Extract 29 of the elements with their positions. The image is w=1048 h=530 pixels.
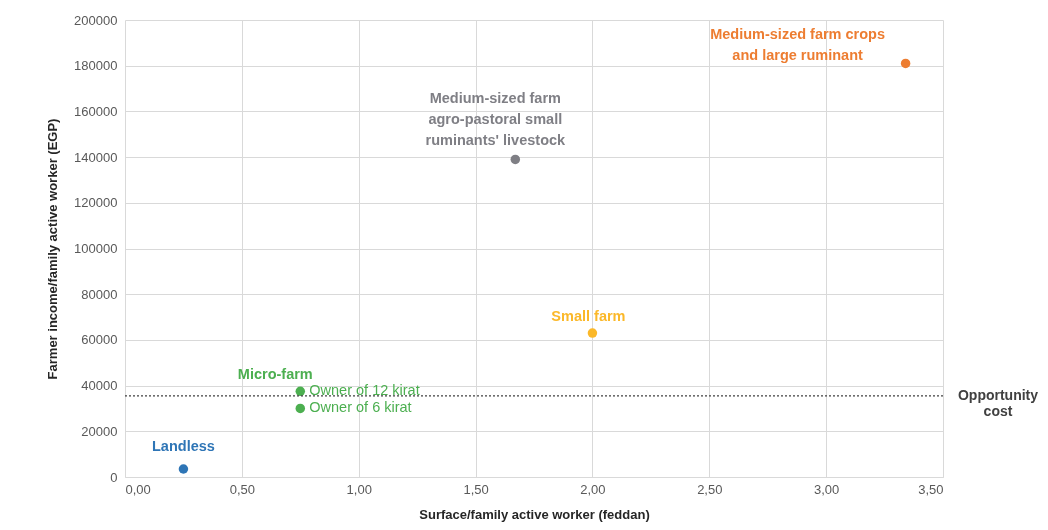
y-tick-label: 40000: [81, 378, 118, 394]
x-tick-label: 0,50: [229, 481, 256, 497]
x-tick-label: 3,00: [813, 481, 840, 497]
data-label: Owner of 12 kirat: [309, 382, 420, 399]
data-label: Owner of 6 kirat: [309, 399, 412, 416]
x-tick-label: 1,50: [463, 481, 489, 497]
y-axis-title: Farmer income/family active worker (EGP): [45, 118, 61, 380]
y-tick-label: 0: [110, 469, 118, 485]
y-tick-label: 60000: [81, 332, 118, 348]
y-tick-label: 140000: [74, 149, 118, 165]
series-label: Medium-sized farm crops and large ruminant: [710, 26, 886, 64]
y-tick-label: 80000: [81, 286, 118, 302]
y-tick-label: 100000: [74, 241, 118, 256]
x-tick-label: 2,00: [580, 481, 606, 497]
x-tick-label: 1,00: [346, 481, 372, 497]
x-axis-title: Surface/family active worker (feddan): [419, 506, 650, 522]
y-tick-label: 20000: [81, 423, 118, 439]
series-label: Micro-farm: [237, 366, 313, 383]
y-tick-label: 180000: [74, 58, 118, 74]
x-tick-label: 2,50: [697, 481, 723, 497]
series-label: Landless: [152, 438, 215, 454]
x-tick-label: 0,00: [125, 481, 151, 497]
y-tick-label: 120000: [74, 195, 118, 211]
ref-line-label: Opportunity cost: [957, 386, 1039, 419]
x-tick-label: 3,50: [918, 481, 944, 497]
y-tick-label: 200000: [74, 12, 118, 28]
series-label: Small farm: [551, 308, 626, 325]
y-tick-label: 160000: [74, 103, 118, 119]
text: Medium-sized farm agro-pastoral small ruminants' livestock: [425, 90, 567, 149]
